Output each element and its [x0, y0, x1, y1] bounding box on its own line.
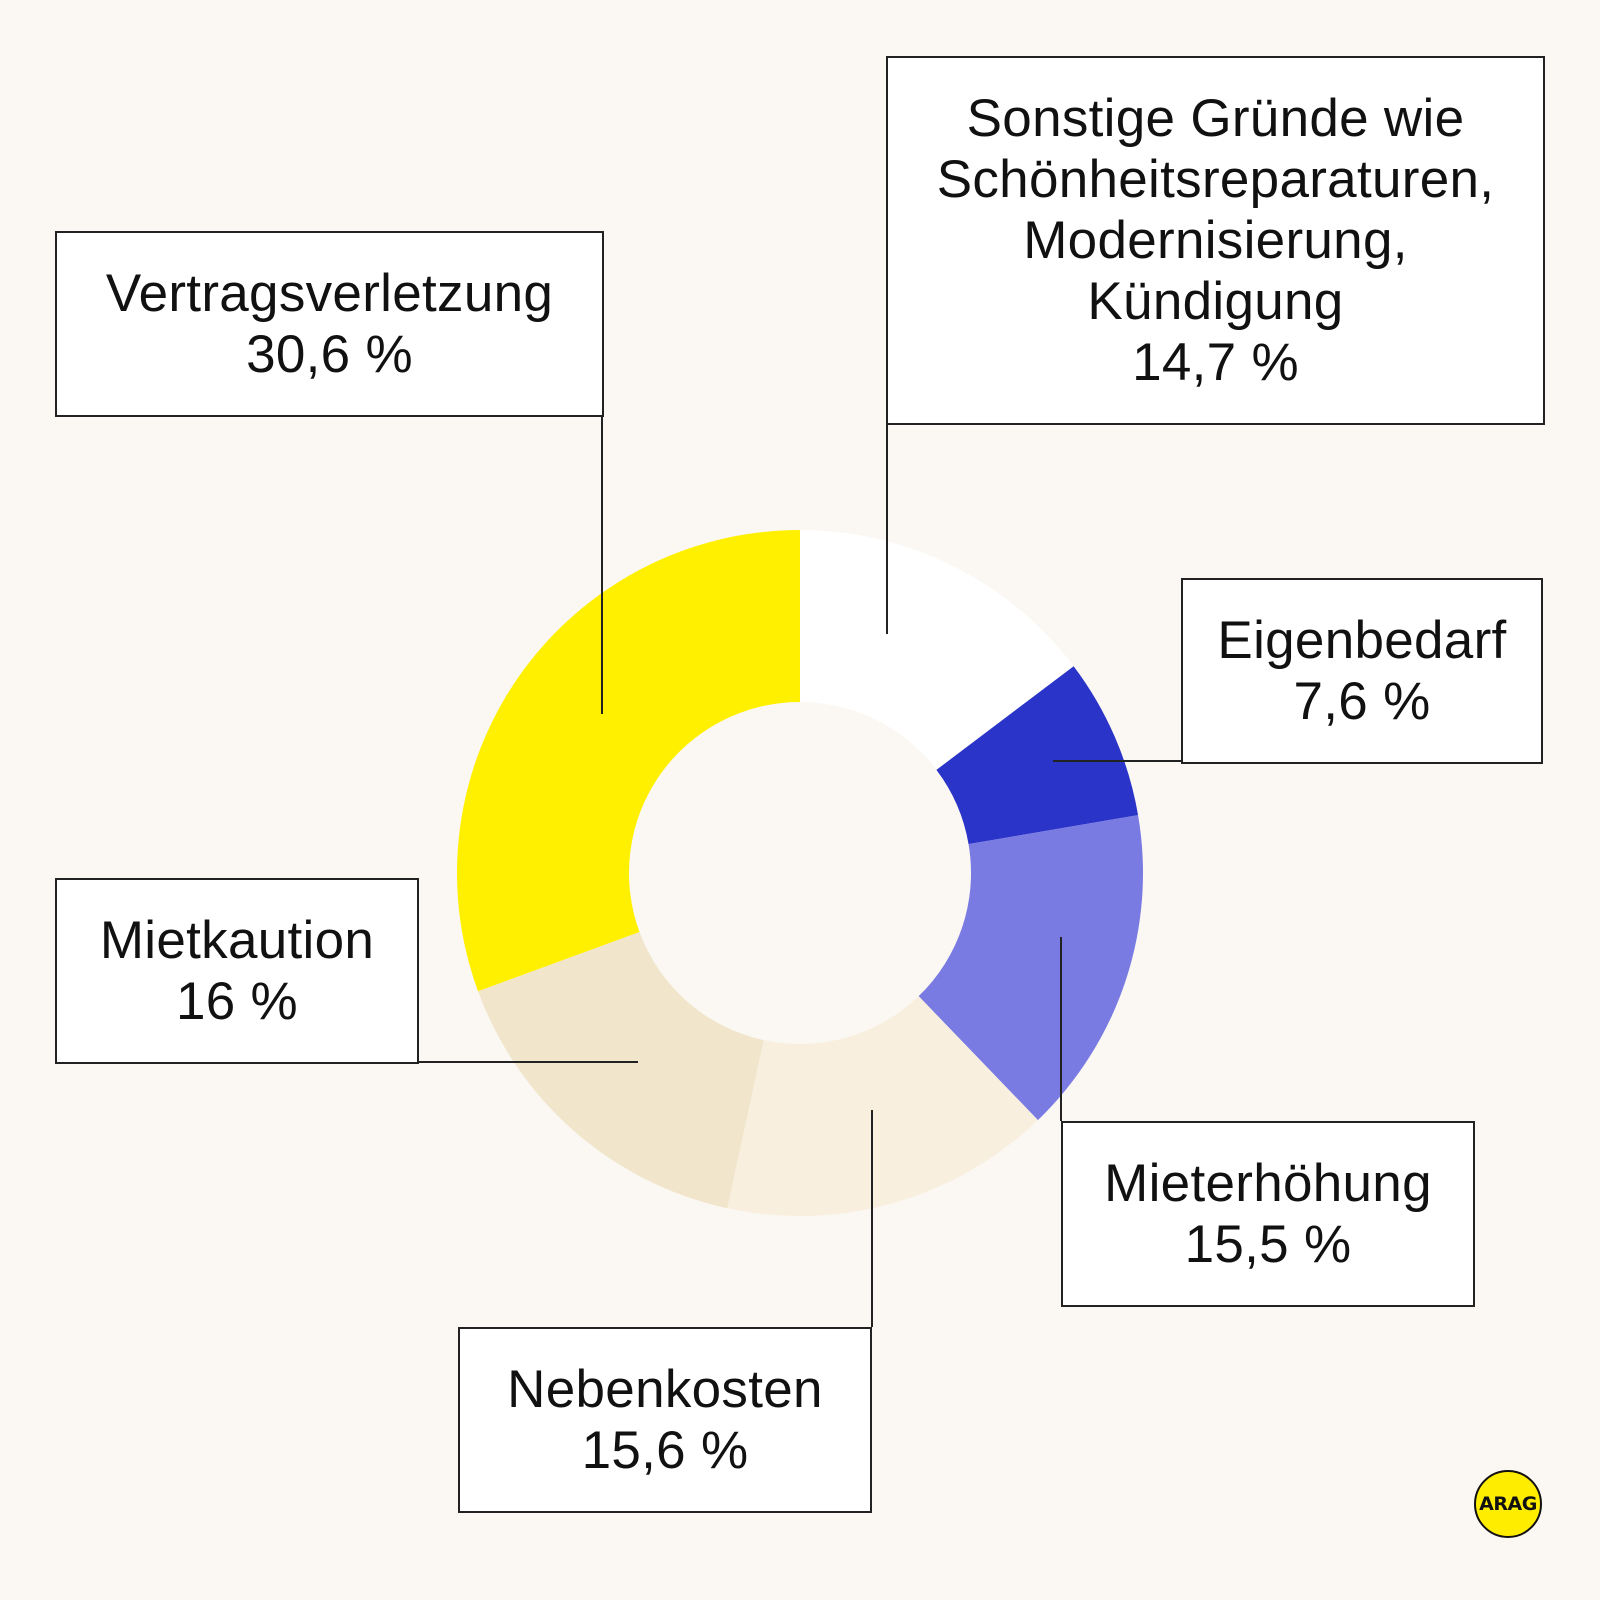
slice-value: 16 %	[175, 972, 298, 1031]
slice-value: 14,7 %	[1132, 333, 1299, 392]
slice-label: Mietkaution	[99, 911, 375, 970]
label-nebenkosten: Nebenkosten 15,6 %	[458, 1327, 872, 1513]
label-eigenbedarf: Eigenbedarf 7,6 %	[1181, 578, 1543, 764]
donut-slice-5	[456, 530, 800, 992]
slice-label: Nebenkosten	[507, 1360, 823, 1419]
slice-label-line-4: Kündigung	[1087, 272, 1344, 331]
slice-label: Eigenbedarf	[1217, 611, 1507, 670]
slice-value: 7,6 %	[1293, 672, 1431, 731]
slice-label-line-1: Sonstige Gründe wie	[966, 89, 1465, 148]
label-mieterhoehung: Mieterhöhung 15,5 %	[1061, 1121, 1475, 1307]
label-mietkaution: Mietkaution 16 %	[55, 878, 419, 1064]
slice-label-line-2: Schönheitsreparaturen,	[936, 150, 1495, 209]
arag-logo: ARAG	[1474, 1470, 1542, 1538]
slice-label: Mieterhöhung	[1104, 1154, 1432, 1213]
donut-slice-3	[727, 996, 1038, 1217]
slice-value: 15,6 %	[581, 1421, 749, 1480]
label-sonstige-gruende: Sonstige Gründe wie Schönheitsreparature…	[886, 56, 1545, 425]
donut-slice-2	[918, 815, 1143, 1121]
slice-value: 30,6 %	[246, 325, 413, 384]
slice-value: 15,5 %	[1184, 1215, 1352, 1274]
donut-slice-4	[478, 931, 764, 1209]
donut-slice-1	[936, 666, 1139, 845]
donut-slice-0	[800, 530, 1074, 770]
slice-label: Vertragsverletzung	[105, 264, 554, 323]
label-vertragsverletzung: Vertragsverletzung 30,6 %	[55, 231, 604, 417]
slice-label-line-3: Modernisierung,	[1023, 211, 1408, 270]
